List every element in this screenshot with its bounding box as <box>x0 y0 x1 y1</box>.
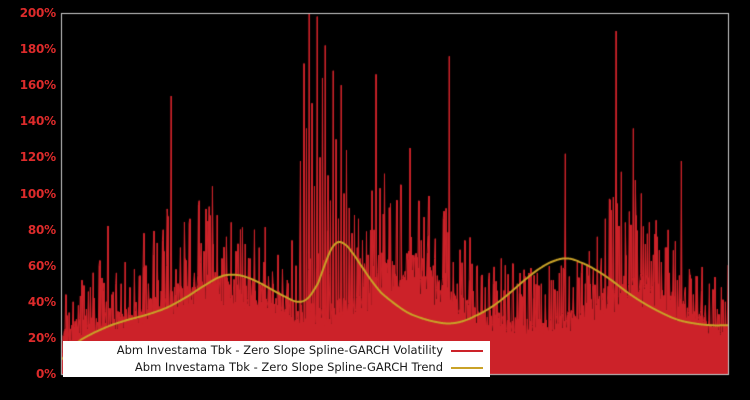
chart-legend: Abm Investama Tbk - Zero Slope Spline-GA… <box>63 341 490 377</box>
line-swatch-volatility <box>451 349 483 352</box>
line-swatch-trend <box>451 366 483 369</box>
legend-label-volatility: Abm Investama Tbk - Zero Slope Spline-GA… <box>116 343 443 357</box>
legend-label-trend: Abm Investama Tbk - Zero Slope Spline-GA… <box>134 360 443 374</box>
legend-item-trend: Abm Investama Tbk - Zero Slope Spline-GA… <box>64 359 489 376</box>
legend-item-volatility: Abm Investama Tbk - Zero Slope Spline-GA… <box>64 342 489 359</box>
